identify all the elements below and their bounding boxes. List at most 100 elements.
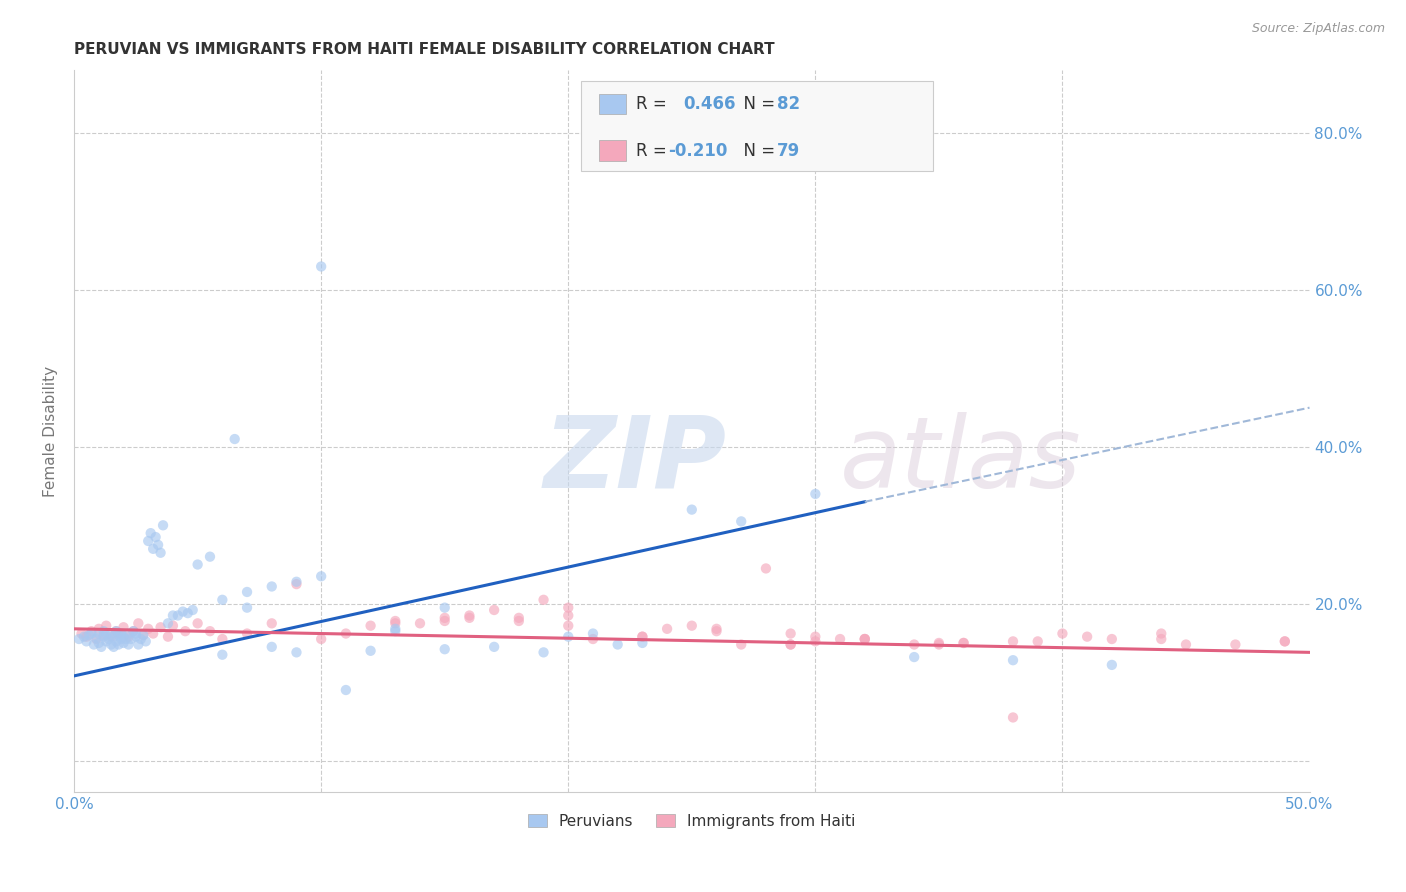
Point	[1101, 632, 1123, 646]
Point	[224, 432, 246, 446]
Point	[187, 558, 209, 572]
Point	[93, 624, 115, 639]
Point	[335, 626, 357, 640]
Point	[174, 624, 197, 639]
Text: 0.466: 0.466	[683, 95, 735, 112]
Point	[458, 608, 481, 623]
Point	[117, 626, 139, 640]
Point	[125, 630, 148, 644]
Point	[1001, 710, 1024, 724]
Point	[152, 518, 174, 533]
Point	[384, 622, 406, 636]
Point	[804, 487, 827, 501]
Point	[655, 622, 678, 636]
Point	[903, 638, 925, 652]
Point	[309, 632, 332, 646]
Point	[87, 626, 110, 640]
Point	[83, 638, 105, 652]
Point	[122, 624, 145, 639]
Point	[433, 600, 456, 615]
Point	[136, 533, 159, 548]
Point	[127, 638, 149, 652]
Point	[779, 638, 801, 652]
Point	[105, 624, 128, 639]
Y-axis label: Female Disability: Female Disability	[44, 366, 58, 497]
Point	[433, 614, 456, 628]
Text: R =: R =	[636, 142, 672, 161]
Point	[557, 608, 579, 623]
Point	[103, 640, 125, 654]
Point	[198, 549, 221, 564]
Point	[557, 630, 579, 644]
Point	[177, 606, 200, 620]
Point	[928, 638, 950, 652]
Point	[804, 630, 827, 644]
Point	[115, 632, 138, 646]
Point	[100, 626, 122, 640]
Point	[260, 640, 283, 654]
Point	[1274, 634, 1296, 648]
Point	[730, 515, 752, 529]
Point	[582, 626, 605, 640]
FancyBboxPatch shape	[599, 94, 626, 113]
Point	[142, 541, 165, 556]
Point	[127, 616, 149, 631]
Point	[1076, 630, 1098, 644]
Point	[309, 260, 332, 274]
FancyBboxPatch shape	[599, 140, 626, 161]
Point	[112, 620, 135, 634]
Point	[779, 638, 801, 652]
Point	[100, 630, 122, 644]
Point	[129, 632, 152, 646]
Point	[557, 618, 579, 632]
Point	[90, 640, 112, 654]
Point	[1001, 653, 1024, 667]
Point	[110, 626, 132, 640]
Point	[533, 592, 555, 607]
Legend: Peruvians, Immigrants from Haiti: Peruvians, Immigrants from Haiti	[522, 807, 862, 835]
FancyBboxPatch shape	[581, 81, 932, 171]
Point	[681, 618, 703, 632]
Text: -0.210: -0.210	[668, 142, 728, 161]
Point	[77, 628, 100, 642]
Point	[1274, 634, 1296, 648]
Point	[105, 634, 128, 648]
Point	[73, 630, 96, 644]
Point	[145, 530, 167, 544]
Point	[928, 636, 950, 650]
Point	[117, 638, 139, 652]
Point	[631, 630, 654, 644]
Point	[828, 632, 851, 646]
Point	[93, 630, 115, 644]
Point	[285, 577, 308, 591]
Text: R =: R =	[636, 95, 678, 112]
Point	[903, 650, 925, 665]
Point	[260, 616, 283, 631]
Point	[70, 626, 93, 640]
Point	[681, 502, 703, 516]
Point	[360, 618, 382, 632]
Point	[96, 634, 118, 648]
Point	[93, 628, 115, 642]
Point	[96, 628, 118, 642]
Point	[86, 632, 108, 646]
Point	[172, 605, 194, 619]
Point	[87, 636, 110, 650]
Point	[952, 636, 974, 650]
Point	[482, 603, 505, 617]
Point	[110, 632, 132, 646]
Point	[146, 538, 169, 552]
Point	[198, 624, 221, 639]
Text: 82: 82	[778, 95, 800, 112]
Point	[1175, 638, 1198, 652]
Point	[730, 638, 752, 652]
Point	[236, 626, 259, 640]
Point	[107, 638, 129, 652]
Point	[384, 616, 406, 631]
Text: N =: N =	[733, 95, 780, 112]
Point	[139, 526, 162, 541]
Point	[67, 632, 90, 646]
Point	[105, 624, 128, 639]
Point	[132, 628, 155, 642]
Point	[1052, 626, 1074, 640]
